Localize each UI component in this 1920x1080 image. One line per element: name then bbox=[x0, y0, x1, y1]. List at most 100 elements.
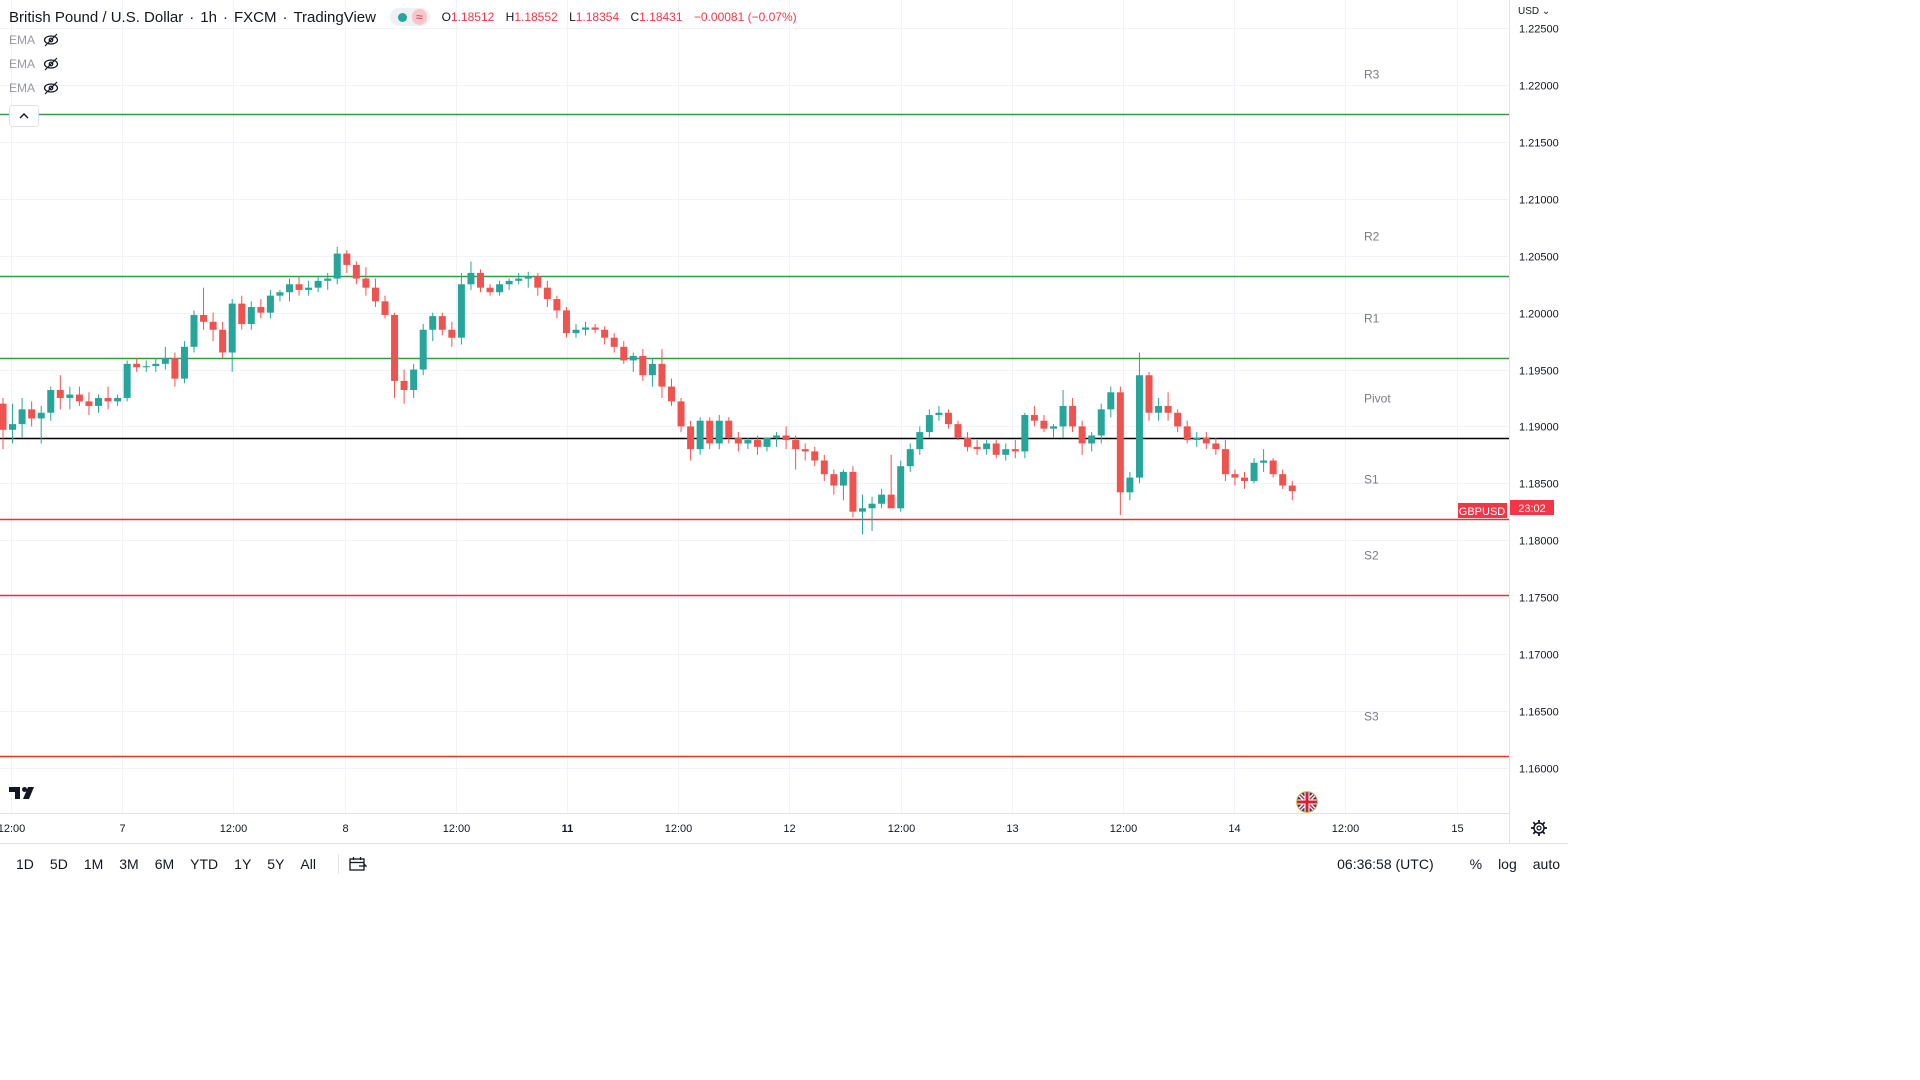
collapse-indicators-button[interactable] bbox=[9, 105, 39, 127]
time-axis[interactable]: 12:00 7 12:00 8 12:00 11 12:00 12 12:00 13 12:00 14… bbox=[0, 823, 1464, 835]
settings-gear-icon[interactable] bbox=[1531, 820, 1547, 836]
candle-body bbox=[247, 307, 255, 325]
range-button-1m[interactable]: 1M bbox=[83, 855, 104, 872]
candle-body bbox=[1164, 405, 1172, 413]
candle bbox=[171, 352, 179, 387]
candle bbox=[381, 295, 389, 319]
candle-body bbox=[859, 508, 866, 512]
candle-body bbox=[878, 494, 886, 504]
candle bbox=[1212, 437, 1220, 455]
candle-body bbox=[830, 474, 838, 486]
bottom-toolbar: 1D 5D 1M 3M 6M YTD 1Y 5Y All 06:36:58 (UTC) % lo… bbox=[0, 843, 1568, 883]
candle bbox=[228, 299, 236, 372]
candle bbox=[477, 269, 484, 293]
range-button-1d[interactable]: 1D bbox=[16, 855, 34, 872]
candle-body bbox=[1107, 392, 1115, 410]
candle bbox=[47, 386, 55, 421]
price-axis[interactable]: 1.22500 1.22000 1.21500 1.21000 1.20500 1.200… bbox=[1519, 24, 1559, 776]
candle bbox=[238, 295, 246, 330]
candle-body bbox=[582, 327, 590, 330]
ohlc-open: O1.18512 bbox=[441, 10, 495, 24]
candle bbox=[486, 284, 494, 296]
indicator-ema-1[interactable]: EMA bbox=[9, 33, 59, 47]
market-open-dot-icon bbox=[397, 12, 407, 22]
percent-scale-toggle[interactable]: % bbox=[1469, 855, 1483, 872]
range-button-5d[interactable]: 5D bbox=[49, 855, 68, 872]
price-tick-label: 1.16000 bbox=[1519, 764, 1559, 776]
ohlc-close: C1.18431 bbox=[630, 10, 683, 24]
candle-body bbox=[773, 435, 781, 438]
candle-body bbox=[792, 440, 800, 450]
indicator-ema-3[interactable]: EMA bbox=[9, 81, 59, 95]
pivot-levels: R3 R2 R1 Pivot S1 S2 S3 bbox=[0, 68, 1509, 758]
level-label-pivot: Pivot bbox=[1364, 392, 1391, 406]
candle-body bbox=[457, 284, 465, 338]
candle-body bbox=[333, 253, 341, 279]
candle-body bbox=[152, 363, 160, 367]
candle bbox=[18, 397, 26, 438]
eye-crossed-icon[interactable] bbox=[43, 57, 59, 71]
candle bbox=[114, 394, 122, 406]
time-tick-label: 13 bbox=[1006, 823, 1018, 835]
candle bbox=[820, 454, 828, 481]
candle-body bbox=[37, 412, 45, 419]
candle bbox=[1164, 392, 1172, 421]
range-button-6m[interactable]: 6M bbox=[154, 855, 175, 872]
candle-body bbox=[343, 253, 351, 265]
range-button-3m[interactable]: 3M bbox=[119, 855, 139, 872]
range-button-1y[interactable]: 1Y bbox=[234, 855, 252, 872]
candle bbox=[1155, 397, 1163, 421]
candle bbox=[515, 272, 523, 285]
indicator-ema-2[interactable]: EMA bbox=[9, 57, 59, 71]
candle bbox=[505, 278, 513, 290]
level-label-r2: R2 bbox=[1364, 230, 1380, 244]
candle bbox=[1002, 443, 1010, 461]
range-button-ytd[interactable]: YTD bbox=[190, 855, 219, 872]
candle bbox=[811, 446, 819, 467]
candle-body bbox=[0, 403, 7, 430]
candle bbox=[859, 494, 866, 535]
tradingview-logo[interactable] bbox=[7, 780, 41, 806]
candle bbox=[610, 333, 618, 353]
candle-body bbox=[467, 272, 475, 285]
candle bbox=[753, 435, 761, 455]
symbol-title[interactable]: British Pound / U.S. Dollar bbox=[9, 8, 184, 26]
candle-body bbox=[400, 380, 408, 391]
approx-data-icon: ≈ bbox=[411, 9, 427, 25]
candle bbox=[1279, 469, 1287, 489]
candle bbox=[572, 324, 580, 338]
auto-scale-toggle[interactable]: auto bbox=[1532, 855, 1560, 872]
candle bbox=[1040, 415, 1048, 433]
interval-label[interactable]: 1h bbox=[200, 8, 217, 26]
eye-crossed-icon[interactable] bbox=[43, 81, 59, 95]
candle-body bbox=[1011, 449, 1019, 452]
eye-crossed-icon[interactable] bbox=[43, 33, 59, 47]
candle-body bbox=[66, 394, 74, 398]
candle-body bbox=[438, 316, 446, 330]
time-tick-label: 12 bbox=[783, 823, 795, 835]
range-button-all[interactable]: All bbox=[300, 855, 316, 872]
candle-body bbox=[228, 303, 236, 353]
candle-body bbox=[419, 329, 427, 370]
candle-body bbox=[1174, 412, 1182, 427]
goto-date-icon[interactable] bbox=[349, 856, 367, 872]
candle-body bbox=[715, 420, 723, 444]
candle bbox=[286, 278, 293, 302]
candle bbox=[352, 261, 360, 285]
range-button-5y[interactable]: 5Y bbox=[267, 855, 285, 872]
currency-selector[interactable]: USD ⌄ bbox=[1518, 6, 1551, 17]
candle-body bbox=[591, 327, 599, 330]
candle bbox=[620, 341, 628, 364]
uk-flag-event-icon[interactable] bbox=[1296, 791, 1318, 813]
utc-clock[interactable]: 06:36:58 (UTC) bbox=[1337, 855, 1434, 872]
currency-label: USD bbox=[1518, 6, 1540, 17]
price-tick-label: 1.17500 bbox=[1519, 593, 1559, 605]
candle-body bbox=[1078, 426, 1086, 444]
candle bbox=[104, 386, 112, 410]
log-scale-toggle[interactable]: log bbox=[1498, 855, 1517, 872]
time-tick-label: 8 bbox=[342, 823, 348, 835]
candle-body bbox=[543, 287, 551, 300]
candle bbox=[1059, 390, 1067, 438]
market-status[interactable]: ≈ bbox=[389, 8, 430, 26]
